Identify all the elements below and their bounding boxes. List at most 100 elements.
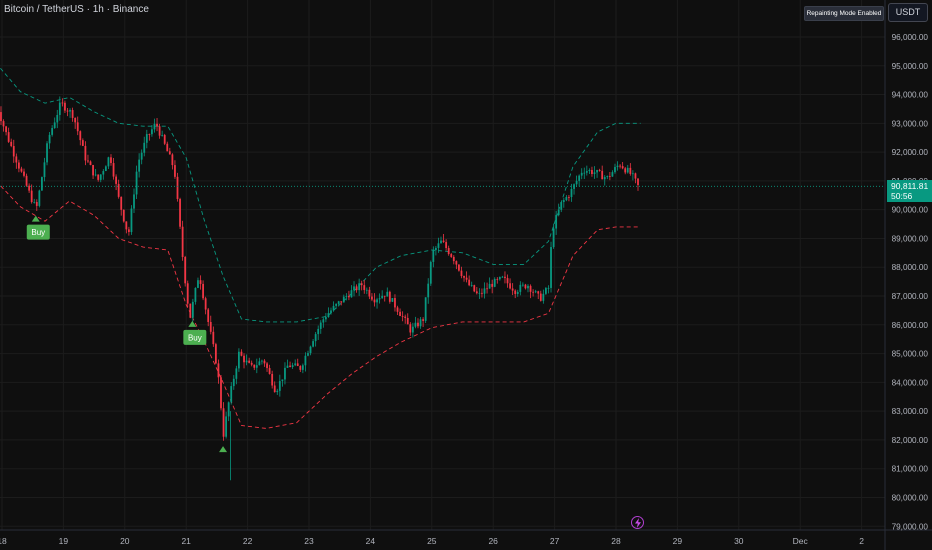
candle-body — [493, 278, 496, 287]
candle-body — [506, 278, 509, 284]
candle-body — [84, 145, 87, 161]
candle-body — [138, 159, 141, 172]
candle-body — [348, 296, 350, 298]
candle-body — [545, 288, 547, 294]
candle-body — [634, 173, 637, 179]
candle-body — [174, 165, 176, 177]
candle-body — [197, 280, 199, 288]
candle-body — [319, 322, 322, 329]
candle-body — [414, 322, 417, 327]
candle-body — [355, 286, 358, 291]
candle-body — [140, 152, 143, 160]
candle-body — [621, 166, 624, 169]
time-axis-label: 29 — [673, 536, 683, 546]
candle-body — [637, 178, 639, 186]
candle-body — [115, 176, 118, 184]
candle-body — [317, 328, 320, 335]
candle-body — [261, 360, 263, 362]
candle-body — [15, 156, 18, 163]
candle-body — [437, 243, 440, 248]
candle-body — [268, 368, 271, 374]
time-axis-label: Dec — [793, 536, 809, 546]
candle-body — [422, 319, 425, 321]
candle-body — [263, 360, 266, 364]
upper-band-line — [0, 67, 641, 323]
candle-body — [184, 256, 187, 284]
time-axis-label: 24 — [366, 536, 376, 546]
candle-body — [511, 288, 514, 291]
candle-body — [388, 291, 391, 302]
candle-body — [591, 170, 593, 174]
price-axis-label: 96,000.00 — [892, 33, 929, 42]
candle-body — [373, 299, 376, 303]
candle-body — [376, 299, 378, 303]
time-axis-label: 22 — [243, 536, 253, 546]
candle-body — [253, 364, 256, 368]
candle-body — [568, 197, 570, 198]
candle-body — [168, 151, 171, 155]
candle-body — [614, 167, 616, 173]
candle-body — [81, 140, 84, 146]
candle-body — [458, 264, 460, 271]
candle-body — [110, 157, 112, 164]
candle-body — [194, 287, 197, 302]
lightning-icon[interactable] — [631, 516, 644, 529]
candle-body — [76, 122, 79, 132]
candle-body — [575, 180, 578, 185]
lower-band-line — [0, 184, 641, 429]
candle-body — [560, 202, 563, 210]
candle-body — [368, 289, 371, 297]
candle-body — [442, 240, 445, 243]
price-axis-label: 81,000.00 — [892, 465, 929, 474]
time-axis-label: 23 — [304, 536, 314, 546]
time-axis-label: 27 — [550, 536, 560, 546]
price-axis-label: 89,000.00 — [892, 234, 929, 243]
candle-body — [207, 309, 210, 322]
candle-body — [417, 322, 419, 327]
candle-body — [104, 166, 107, 172]
candle-body — [498, 277, 501, 280]
candle-body — [163, 135, 166, 144]
candle-body — [299, 366, 302, 370]
candle-body — [475, 291, 478, 294]
candle-body — [521, 284, 524, 286]
price-axis-label: 88,000.00 — [892, 263, 929, 272]
currency-button[interactable]: USDT — [888, 3, 928, 22]
candle-body — [532, 291, 535, 293]
candle-body — [250, 362, 253, 365]
candle-body — [578, 175, 581, 181]
candle-body — [396, 307, 399, 312]
candle-body — [181, 226, 184, 257]
candle-body — [286, 365, 289, 368]
candle-body — [465, 277, 468, 280]
candle-body — [273, 385, 276, 393]
candle-body — [230, 386, 233, 403]
candle-body — [473, 285, 476, 292]
candle-body — [130, 208, 133, 233]
candle-body — [337, 301, 340, 304]
buy-signal-text: Buy — [31, 228, 45, 237]
candle-body — [143, 142, 146, 153]
candle-body — [133, 194, 135, 209]
time-axis-label: 30 — [734, 536, 744, 546]
price-axis-label: 79,000.00 — [892, 522, 929, 531]
candle-body — [199, 280, 202, 284]
candle-body — [432, 250, 435, 262]
candle-body — [41, 177, 43, 191]
candle-body — [327, 313, 330, 318]
candle-body — [550, 247, 552, 288]
candle-body — [7, 132, 10, 142]
symbol-title[interactable]: Bitcoin / TetherUS · 1h · Binance — [4, 4, 149, 15]
candle-body — [64, 102, 66, 111]
candle-body — [122, 209, 125, 222]
candle-body — [547, 287, 550, 289]
candle-body — [296, 363, 299, 367]
candle-body — [0, 112, 2, 122]
price-axis-label: 82,000.00 — [892, 436, 929, 445]
candle-body — [619, 165, 621, 167]
candle-body — [5, 126, 7, 133]
candle-body — [404, 316, 407, 318]
candle-body — [20, 168, 23, 172]
